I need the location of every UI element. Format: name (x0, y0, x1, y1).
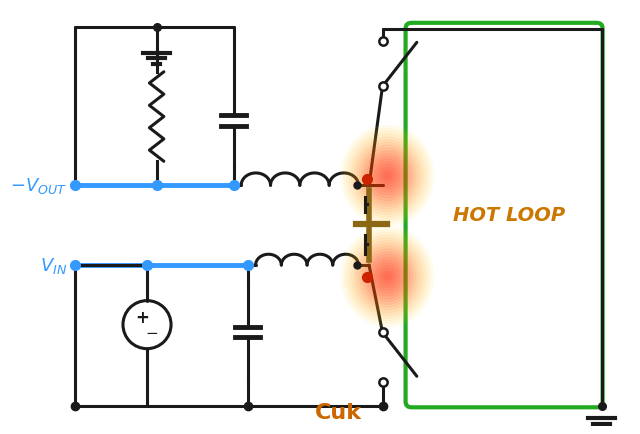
Ellipse shape (382, 171, 392, 182)
Ellipse shape (341, 227, 433, 327)
Ellipse shape (377, 165, 397, 187)
Ellipse shape (369, 157, 405, 196)
Ellipse shape (372, 260, 403, 293)
Ellipse shape (374, 162, 400, 190)
Ellipse shape (349, 135, 426, 218)
Ellipse shape (344, 129, 431, 224)
Ellipse shape (380, 168, 395, 184)
Ellipse shape (349, 235, 426, 319)
Ellipse shape (362, 148, 413, 204)
Ellipse shape (385, 174, 390, 179)
Ellipse shape (351, 238, 423, 316)
Ellipse shape (385, 274, 390, 279)
Ellipse shape (359, 146, 415, 207)
Ellipse shape (374, 263, 400, 291)
Ellipse shape (372, 160, 403, 193)
Text: −: − (145, 325, 158, 340)
Ellipse shape (367, 255, 408, 299)
Ellipse shape (362, 249, 413, 305)
Ellipse shape (380, 269, 395, 285)
Ellipse shape (346, 132, 428, 220)
Ellipse shape (346, 233, 428, 321)
Ellipse shape (382, 271, 392, 283)
Ellipse shape (354, 140, 420, 212)
Ellipse shape (364, 252, 410, 302)
Ellipse shape (354, 241, 420, 313)
Text: +: + (135, 308, 149, 326)
Ellipse shape (341, 126, 433, 226)
Text: $V_{IN}$: $V_{IN}$ (40, 256, 67, 276)
Ellipse shape (364, 151, 410, 201)
Ellipse shape (359, 247, 415, 307)
Ellipse shape (377, 266, 397, 288)
Ellipse shape (351, 138, 423, 215)
Text: $-V_{OUT}$: $-V_{OUT}$ (10, 176, 67, 196)
Ellipse shape (356, 244, 418, 310)
Ellipse shape (369, 257, 405, 296)
Text: Cuk: Cuk (315, 402, 362, 422)
Ellipse shape (367, 154, 408, 198)
Text: HOT LOOP: HOT LOOP (453, 205, 565, 224)
Ellipse shape (356, 143, 418, 210)
Ellipse shape (344, 230, 431, 324)
